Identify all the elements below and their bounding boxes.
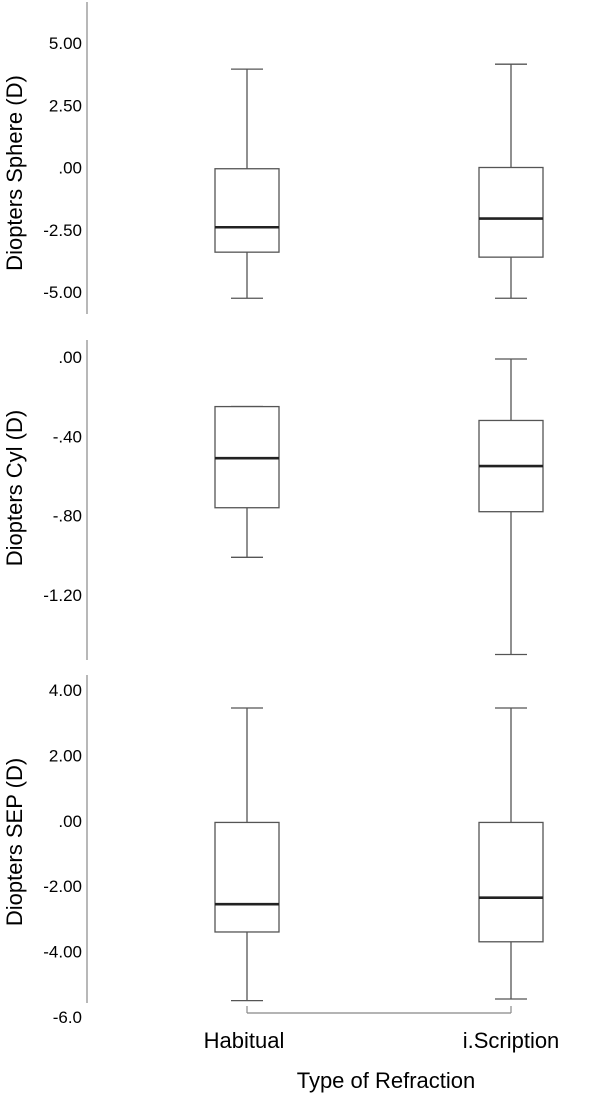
y-tick-label: .00 <box>58 812 82 831</box>
y-tick-label: -.80 <box>53 507 82 526</box>
panel-sphere: Diopters Sphere (D) 5.00 2.50 .00 -2.50 -5.0… <box>2 2 544 314</box>
y-axis-title: Diopters Sphere (D) <box>2 75 27 271</box>
y-tick-label: .00 <box>58 159 82 178</box>
y-tick-label: -6.0 <box>53 1008 82 1027</box>
y-tick-label: .00 <box>58 348 82 367</box>
x-axis-title: Type of Refraction <box>297 1068 476 1093</box>
y-tick-label: 2.00 <box>49 746 82 765</box>
y-tick-label: -4.00 <box>43 943 82 962</box>
y-tick-label: 5.00 <box>49 34 82 53</box>
x-tick-label-habitual: Habitual <box>204 1028 285 1053</box>
y-tick-label: 2.50 <box>49 96 82 115</box>
box-iqr <box>478 166 544 258</box>
box-iqr <box>478 821 544 943</box>
y-axis-title: Diopters Cyl (D) <box>2 410 27 566</box>
box-iqr <box>214 821 280 933</box>
box-iqr <box>214 168 280 253</box>
y-tick-labels: 4.00 2.00 .00 -2.00 -4.00 -6.0 <box>43 681 82 1027</box>
panel-cyl: Diopters Cyl (D) .00 -.40 -.80 -1.20 <box>2 340 544 660</box>
boxes <box>214 358 544 656</box>
panel-sep: Diopters SEP (D) 4.00 2.00 .00 -2.00 -4.00 -6… <box>2 675 544 1027</box>
y-tick-label: -2.50 <box>43 221 82 240</box>
y-tick-labels: 5.00 2.50 .00 -2.50 -5.00 <box>43 34 82 302</box>
boxes <box>214 707 544 1002</box>
y-tick-label: -5.00 <box>43 283 82 302</box>
y-axis-title: Diopters SEP (D) <box>2 758 27 926</box>
y-tick-label: 4.00 <box>49 681 82 700</box>
boxes <box>214 63 544 299</box>
y-tick-label: -.40 <box>53 427 82 446</box>
x-axis: Habitual i.Scription Type of Refraction <box>204 1006 560 1093</box>
y-tick-label: -2.00 <box>43 877 82 896</box>
y-tick-label: -1.20 <box>43 586 82 605</box>
x-tick-label-iscription: i.Scription <box>463 1028 560 1053</box>
y-tick-labels: .00 -.40 -.80 -1.20 <box>43 348 82 605</box>
